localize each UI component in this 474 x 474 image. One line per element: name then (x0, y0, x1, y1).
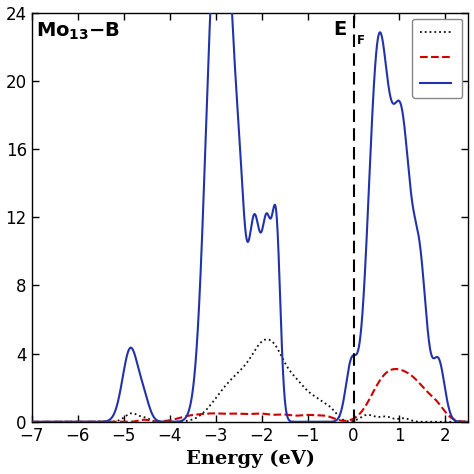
Text: $\mathbf{E}$: $\mathbf{E}$ (333, 21, 346, 39)
X-axis label: Energy (eV): Energy (eV) (185, 450, 315, 468)
Legend: , , : , , (412, 19, 462, 98)
Text: $\mathbf{Mo_{13}}$$\mathbf{-B}$: $\mathbf{Mo_{13}}$$\mathbf{-B}$ (36, 21, 120, 42)
Text: $\mathbf{_F}$: $\mathbf{_F}$ (356, 29, 365, 46)
